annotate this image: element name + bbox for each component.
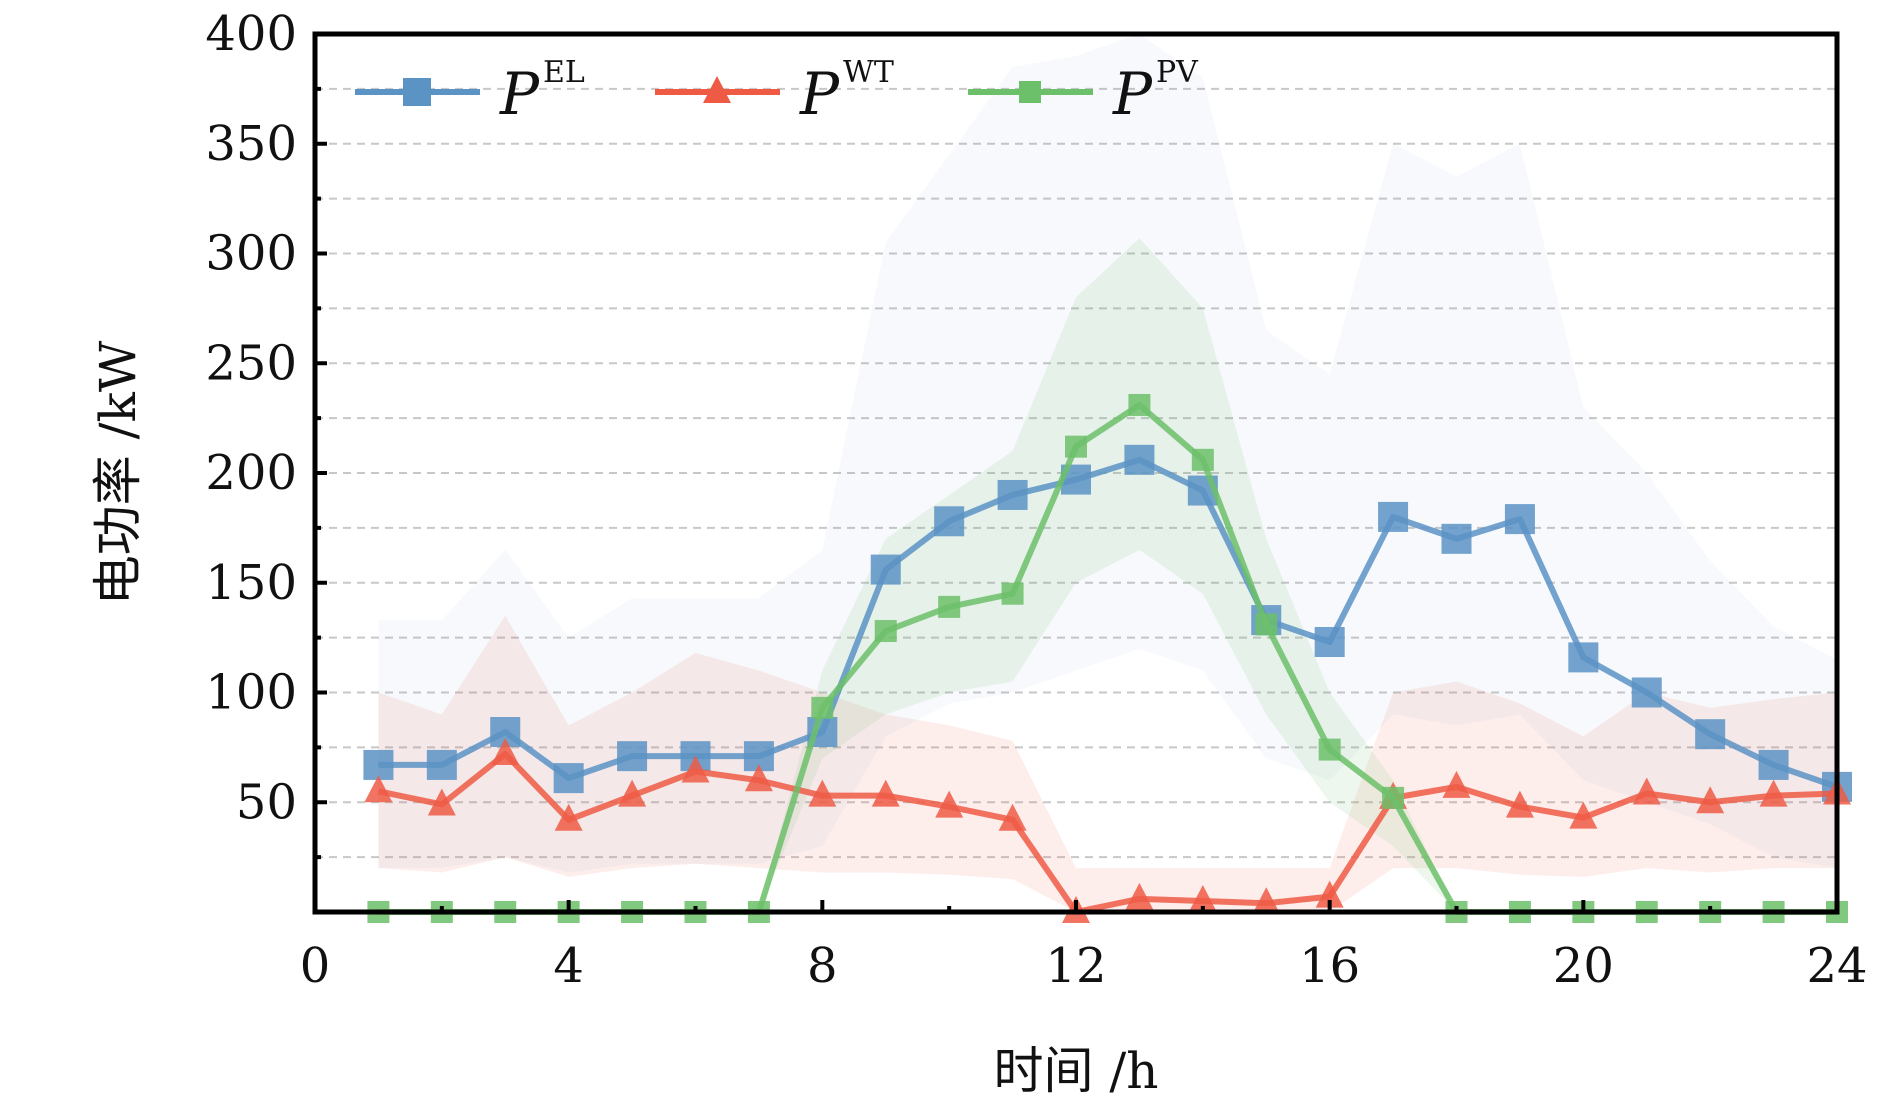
plot-frame	[312, 31, 1840, 915]
data-point	[681, 755, 710, 783]
confidence-bands	[378, 34, 1838, 912]
x-axis-label: 时间 /h	[994, 1042, 1159, 1100]
data-point	[997, 479, 1028, 510]
legend: P EL P WT P PV	[355, 55, 1199, 128]
data-point	[553, 763, 584, 794]
legend-label-sup: WT	[843, 55, 894, 90]
y-tick-label: 50	[236, 774, 297, 830]
data-point	[1124, 444, 1155, 475]
series-el	[363, 444, 1852, 802]
data-point	[1758, 749, 1789, 780]
legend-label: P	[499, 60, 540, 128]
legend-marker	[703, 76, 731, 103]
data-point	[491, 737, 520, 765]
data-point	[554, 803, 583, 831]
data-point	[1314, 627, 1345, 658]
data-point	[1128, 393, 1151, 416]
data-point	[1632, 777, 1661, 805]
data-point	[1695, 719, 1726, 750]
x-tick-label: 4	[553, 938, 584, 994]
data-point	[427, 788, 456, 816]
y-axis-label: 电功率 /kW	[89, 340, 147, 605]
band-el	[378, 34, 1838, 873]
data-point	[1191, 448, 1214, 471]
data-point	[808, 779, 837, 807]
data-point	[1382, 786, 1405, 809]
legend-label-sup: PV	[1156, 55, 1199, 90]
data-point	[617, 741, 648, 772]
y-tick-label: 400	[205, 6, 297, 62]
legend-label-sup: EL	[543, 55, 585, 90]
legend-marker	[1019, 81, 1041, 103]
data-point	[871, 779, 900, 807]
data-point	[1315, 880, 1344, 908]
y-tick-label: 200	[205, 445, 297, 501]
x-tick-label: 8	[807, 938, 838, 994]
x-tick-label: 0	[300, 938, 331, 994]
data-point	[1696, 786, 1725, 814]
data-point	[1505, 790, 1534, 818]
y-tick-label: 250	[205, 335, 297, 391]
data-point	[1504, 504, 1535, 535]
y-tick-label: 300	[205, 226, 297, 282]
data-point	[1441, 523, 1472, 554]
data-point	[935, 790, 964, 818]
data-point	[1001, 582, 1024, 605]
band-wt	[378, 615, 1838, 912]
data-point	[1318, 738, 1341, 761]
legend-marker	[403, 78, 431, 106]
band-pv	[378, 238, 1838, 912]
legend-label: P	[1112, 60, 1153, 128]
x-tick-label: 24	[1806, 938, 1867, 994]
data-point	[998, 803, 1027, 831]
data-point	[744, 764, 773, 792]
legend-label: P	[799, 60, 840, 128]
data-point	[1255, 613, 1278, 636]
y-tick-label: 100	[205, 665, 297, 721]
y-tick-label: 350	[205, 116, 297, 172]
data-point	[618, 779, 647, 807]
data-point	[364, 775, 393, 803]
y-tick-label: 150	[205, 555, 297, 611]
data-point	[870, 554, 901, 585]
data-point	[1569, 801, 1598, 829]
data-point	[934, 506, 965, 537]
data-point	[1759, 779, 1788, 807]
axis-ticks: 50 100 150 200 250 300 350 400 0 4 8 12 16 20 24	[205, 6, 1867, 994]
x-tick-label: 20	[1553, 938, 1614, 994]
data-point	[1125, 882, 1154, 910]
data-point	[363, 749, 394, 780]
data-point	[1631, 677, 1662, 708]
data-point	[1252, 887, 1281, 915]
data-point	[938, 595, 961, 618]
data-point	[811, 696, 834, 719]
data-point	[1442, 770, 1471, 798]
data-point	[1568, 642, 1599, 673]
data-point	[874, 620, 897, 643]
x-tick-label: 12	[1045, 938, 1106, 994]
data-point	[1188, 885, 1217, 913]
data-point	[426, 749, 457, 780]
data-point	[1378, 501, 1409, 532]
x-tick-label: 16	[1299, 938, 1360, 994]
series-line	[377, 750, 1838, 915]
data-point	[1065, 435, 1087, 458]
